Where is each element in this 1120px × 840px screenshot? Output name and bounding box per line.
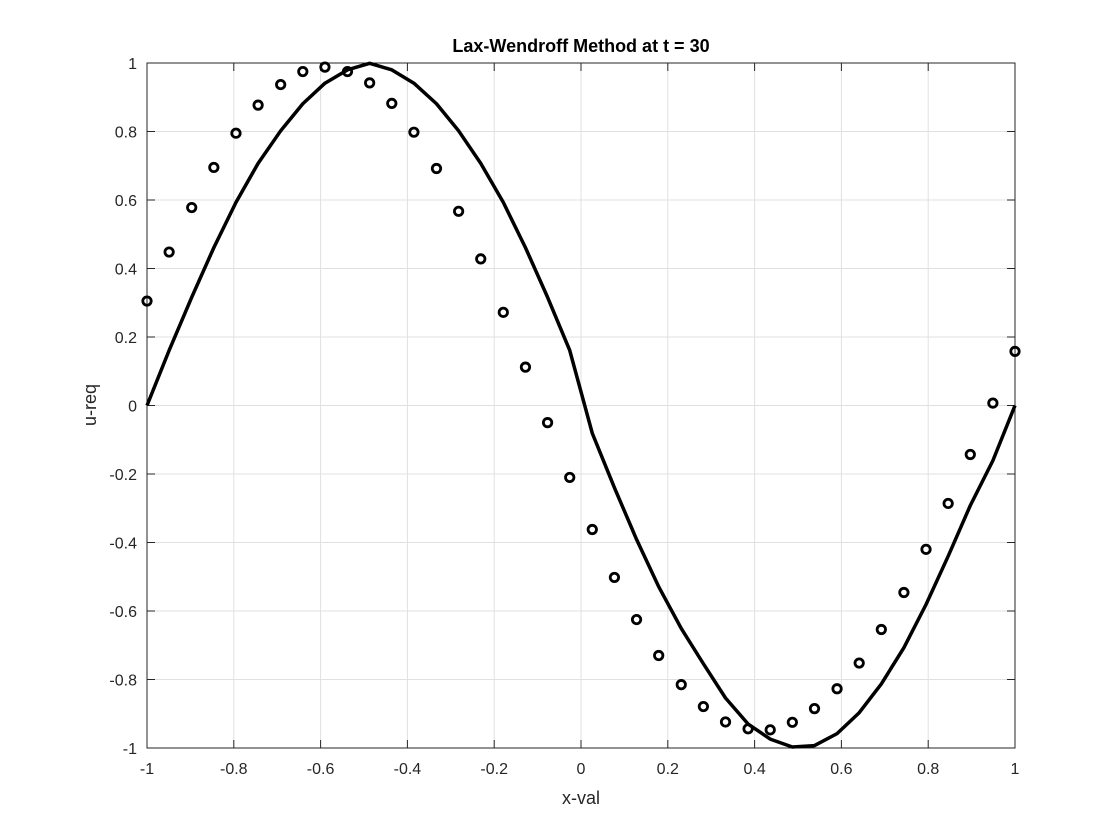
- x-tick-label: -1: [140, 761, 154, 778]
- y-tick-label: -1: [123, 741, 137, 758]
- data-point-marker: [364, 77, 376, 89]
- x-tick-label: 1: [1011, 761, 1020, 778]
- data-point-marker: [252, 99, 264, 111]
- x-tick-label: 0.2: [657, 761, 679, 778]
- data-point-marker: [1009, 345, 1021, 357]
- data-point-marker: [319, 61, 331, 73]
- data-point-marker: [987, 397, 999, 409]
- data-point-marker: [719, 716, 732, 728]
- x-tick-label: -0.2: [480, 761, 508, 778]
- data-point-marker: [163, 246, 175, 258]
- data-point-marker: [853, 657, 865, 669]
- x-tick-label: 0.8: [917, 761, 939, 778]
- data-point-marker: [608, 571, 621, 584]
- data-point-marker: [675, 679, 687, 691]
- data-point-marker: [942, 497, 954, 510]
- y-tick-label: 0.4: [115, 262, 137, 279]
- data-point-marker: [430, 162, 443, 175]
- data-point-marker: [275, 78, 287, 91]
- data-point-marker: [653, 649, 665, 662]
- data-point-marker: [875, 623, 887, 636]
- x-tick-label: -0.8: [220, 761, 248, 778]
- x-tick-label: -0.6: [307, 761, 335, 778]
- solution-line: [145, 61, 1017, 749]
- data-point-marker: [786, 716, 798, 728]
- x-tick-label: 0.6: [830, 761, 852, 778]
- data-point-marker: [186, 201, 198, 214]
- y-axis-label: u-req: [80, 384, 100, 426]
- data-point-marker: [297, 65, 309, 78]
- x-tick-labels: -1 -0.8 -0.6 -0.4 -0.2 0 0.2 0.4 0.6 0.8 1: [140, 761, 1020, 778]
- x-tick-label: -0.4: [394, 761, 422, 778]
- data-point-marker: [586, 523, 598, 536]
- data-point-marker: [808, 703, 821, 715]
- y-tick-label: 1: [128, 56, 137, 73]
- y-tick-label: -0.4: [109, 536, 137, 553]
- data-point-marker: [920, 543, 932, 555]
- data-point-marker: [408, 126, 420, 138]
- data-point-marker: [475, 253, 487, 265]
- data-point-marker: [230, 127, 242, 139]
- data-point-marker: [453, 205, 465, 217]
- data-point-marker: [964, 448, 976, 461]
- y-tick-label: 0.6: [115, 193, 137, 210]
- data-point-marker: [564, 471, 576, 484]
- data-point-marker: [141, 295, 153, 307]
- y-tick-label: 0.2: [115, 330, 137, 347]
- data-point-marker: [341, 65, 354, 78]
- x-axis-label: x-val: [562, 788, 600, 808]
- data-point-marker: [541, 417, 554, 429]
- series-layer: [141, 61, 1021, 749]
- y-tick-label: -0.6: [109, 604, 137, 621]
- data-point-marker: [208, 161, 220, 174]
- data-point-marker: [630, 613, 643, 626]
- data-point-marker: [386, 97, 398, 110]
- y-tick-label: -0.8: [109, 673, 137, 690]
- y-tick-label: -0.2: [109, 467, 137, 484]
- y-tick-label: 0.8: [115, 125, 137, 142]
- data-point-marker: [764, 724, 776, 736]
- data-point-marker: [697, 700, 709, 713]
- data-point-marker: [497, 306, 509, 318]
- x-tick-label: 0.4: [743, 761, 765, 778]
- chart-title: Lax-Wendroff Method at t = 30: [452, 36, 709, 56]
- y-tick-label: 0: [128, 399, 137, 416]
- x-tick-label: 0: [577, 761, 586, 778]
- data-point-marker: [519, 361, 532, 373]
- data-point-marker: [742, 723, 754, 735]
- y-tick-labels: -1 -0.8 -0.6 -0.4 -0.2 0 0.2 0.4 0.6 0.8 1: [109, 56, 137, 758]
- data-point-marker: [831, 683, 843, 695]
- data-point-marker: [898, 586, 910, 599]
